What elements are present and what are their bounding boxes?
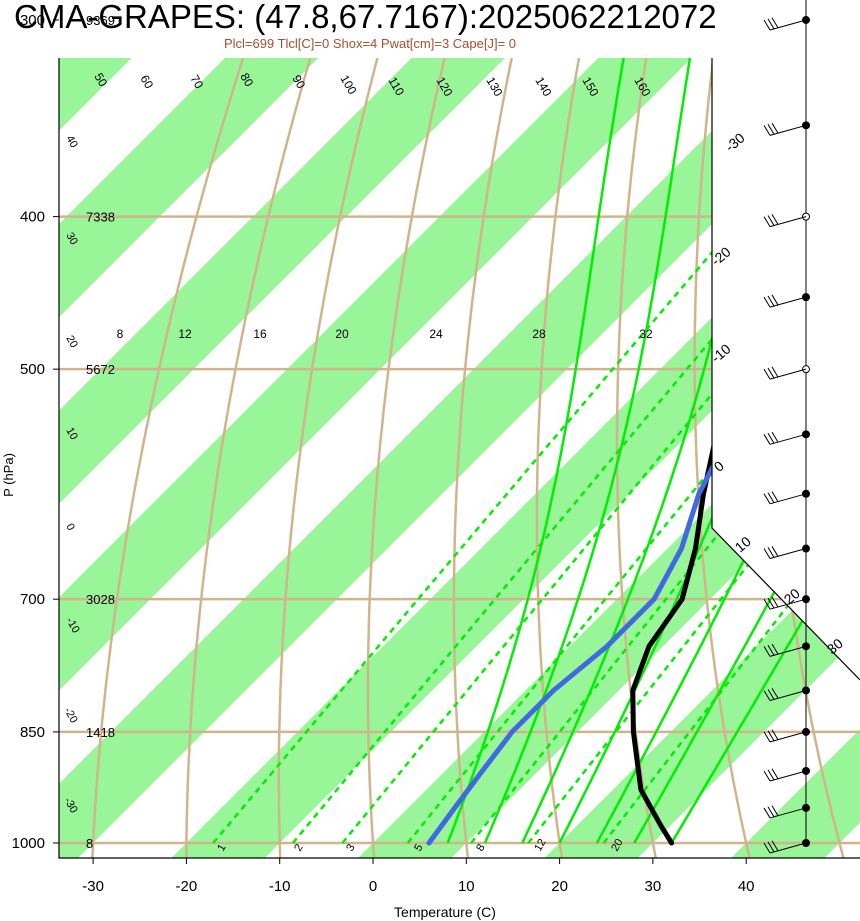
pressure-tick-label: 1000	[12, 835, 45, 852]
x-tick-label: 20	[551, 878, 568, 895]
pressure-tick-label: 500	[20, 361, 45, 378]
wind-barb	[763, 491, 807, 505]
isotherm-label: -30	[722, 129, 748, 154]
height-label: 7338	[86, 210, 115, 225]
x-tick-label: -20	[176, 878, 198, 895]
mixing-ratio-label: 8	[474, 842, 487, 853]
moist-adiabat	[446, 58, 670, 844]
moist-adiabat-label: 28	[532, 327, 546, 341]
pressure-tick-label: 700	[20, 591, 45, 608]
wind-profile	[763, 0, 810, 854]
wind-barb	[763, 840, 807, 854]
wind-barb	[763, 729, 807, 743]
wind-barb	[763, 688, 807, 701]
isotherm-label: 0	[711, 457, 727, 474]
pressure-tick-label: 400	[20, 209, 45, 226]
dry-adiabat-label: 130	[483, 75, 505, 100]
moist-adiabat	[670, 58, 860, 844]
dry-adiabat	[366, 58, 719, 858]
dry-adiabat-label: 20	[63, 334, 80, 351]
plot-right-boundary	[711, 58, 860, 681]
mixing-ratio-line	[291, 215, 816, 844]
wind-barb	[763, 122, 807, 136]
dry-adiabat-label: 140	[532, 75, 554, 100]
plot-frame	[58, 58, 860, 859]
mixing-ratio-label: 3	[344, 842, 357, 853]
dry-adiabat	[184, 58, 623, 858]
dry-adiabat-label: 0	[63, 522, 76, 533]
wind-barb	[763, 366, 807, 380]
x-tick-label: -10	[269, 878, 291, 895]
dry-adiabat-label: 30	[63, 231, 80, 248]
wind-barb	[763, 768, 807, 782]
moist-adiabat-label: 12	[178, 327, 192, 341]
x-tick-label: -30	[82, 878, 104, 895]
mixing-ratio-label: 12	[532, 837, 549, 854]
pressure-tick-label: 850	[20, 724, 45, 741]
y-axis-label: P (hPa)	[1, 453, 16, 497]
dry-adiabat-label: 90	[289, 73, 308, 92]
dry-adiabat-label: -20	[61, 706, 79, 726]
mixing-ratio-label: 1	[215, 842, 228, 853]
x-tick-label: 30	[645, 878, 662, 895]
height-label: 3028	[86, 592, 115, 607]
mixing-ratio-label: 20	[609, 837, 626, 854]
height-label: 8	[86, 836, 93, 851]
dry-adiabat	[277, 58, 671, 858]
wind-barb	[763, 17, 807, 31]
moist-adiabat	[483, 58, 732, 844]
pressure-tick-label: 300	[20, 12, 45, 29]
mixing-ratio-label: 2	[292, 842, 305, 853]
dry-adiabat-label: 60	[137, 73, 156, 92]
height-label: 5672	[86, 362, 115, 377]
moist-adiabat-label: 16	[253, 327, 267, 341]
wind-barb	[763, 805, 807, 819]
mixing-ratio-label: 5	[412, 842, 425, 853]
dry-adiabat-label: 10	[63, 426, 80, 443]
dry-adiabat-label: 70	[187, 73, 206, 92]
dry-adiabat	[89, 58, 574, 858]
wind-barb	[763, 643, 807, 657]
wind-barb	[763, 214, 807, 228]
height-label: 9369	[86, 13, 115, 28]
wind-barb	[763, 596, 807, 610]
mixing-ratio-line	[527, 215, 860, 844]
wind-barb	[763, 294, 807, 308]
wind-barb	[763, 546, 807, 559]
chart-subtitle: Plcl=699 Tlcl[C]=0 Shox=4 Pwat[cm]=3 Cap…	[223, 36, 517, 51]
moist-adiabat-label: 32	[639, 327, 653, 341]
dry-adiabat-label: 80	[237, 71, 256, 90]
isotherm-label: 20	[781, 585, 803, 607]
mixing-ratio-line	[212, 215, 744, 844]
wind-barb	[763, 431, 807, 445]
x-tick-label: 0	[369, 878, 377, 895]
plot-axis-frame	[58, 58, 860, 859]
dry-adiabat	[535, 58, 816, 858]
dry-adiabat-label: 40	[63, 134, 80, 151]
chart-title: CMA-GRAPES: (47.8,67.7167):2025062212072	[14, 0, 717, 35]
moist-adiabat-label: 24	[429, 327, 443, 341]
x-tick-label: 40	[738, 878, 755, 895]
moist-adiabat-label: 8	[117, 327, 124, 341]
x-axis-label: Temperature (C)	[394, 904, 496, 920]
dry-adiabat-label: 50	[91, 71, 110, 90]
height-label: 1418	[86, 725, 115, 740]
moist-adiabat-label: 20	[335, 327, 349, 341]
x-tick-label: 10	[458, 878, 475, 895]
isotherm-band	[90, 58, 860, 858]
dry-adiabat-label: 100	[337, 73, 359, 98]
mixing-ratio-line	[341, 215, 860, 844]
